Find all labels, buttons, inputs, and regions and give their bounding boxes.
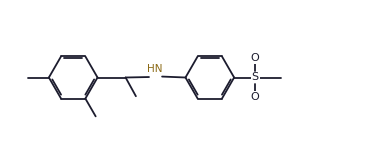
Text: S: S [252, 73, 259, 82]
Text: O: O [251, 53, 259, 63]
Text: HN: HN [147, 64, 162, 74]
Text: O: O [251, 92, 259, 102]
